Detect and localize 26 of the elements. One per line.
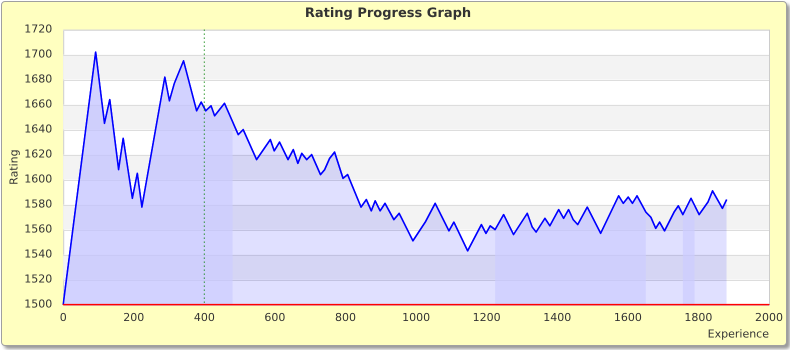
x-tick-label: 1400 — [543, 311, 572, 324]
y-tick-label: 1540 — [24, 247, 52, 260]
x-axis-title: Experience — [708, 327, 770, 340]
chart-title: Rating Progress Graph — [304, 6, 472, 22]
x-tick-label: 1000 — [402, 311, 430, 324]
y-tick-label: 1580 — [24, 197, 52, 210]
y-axis-title: Rating — [7, 149, 20, 185]
y-tick-label: 1600 — [24, 172, 52, 186]
y-tick-label: 1700 — [24, 47, 52, 60]
x-tick-label: 1800 — [684, 311, 712, 324]
y-tick-label: 1680 — [24, 72, 52, 86]
x-tick-label: 600 — [264, 311, 286, 324]
y-tick-label: 1500 — [24, 297, 52, 310]
x-tick-label: 1600 — [614, 311, 642, 324]
x-tick-label: 0 — [60, 311, 67, 324]
x-tick-label: 200 — [123, 311, 144, 324]
y-tick-label: 1620 — [24, 147, 52, 160]
x-tick-label: 400 — [194, 311, 215, 324]
y-tick-label: 1660 — [24, 97, 52, 110]
x-tick-label: 2000 — [755, 311, 784, 324]
x-tick-label: 1200 — [472, 311, 501, 324]
y-tick-label: 1640 — [24, 122, 52, 136]
y-tick-label: 1720 — [24, 22, 52, 36]
y-tick-label: 1520 — [24, 272, 52, 286]
y-tick-label: 1560 — [24, 222, 52, 236]
x-tick-label: 800 — [335, 311, 356, 324]
